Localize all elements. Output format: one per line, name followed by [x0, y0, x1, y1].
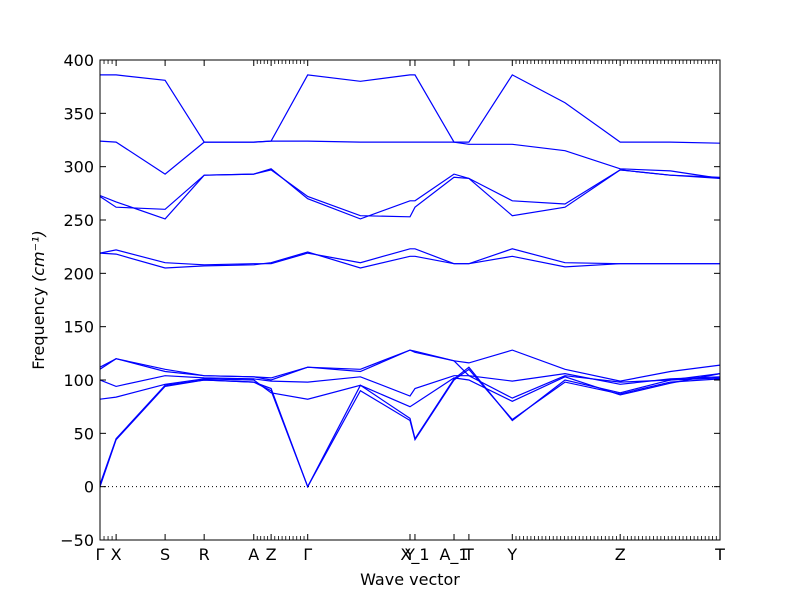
- x-tick-label: R: [199, 545, 210, 564]
- x-tick-label: Y: [404, 545, 415, 564]
- x-tick-label: Z: [266, 545, 277, 564]
- x-tick-label: Γ: [96, 545, 105, 564]
- x-tick-label: X_1: [400, 545, 429, 565]
- band-line-3: [99, 373, 721, 408]
- band-lines: [99, 74, 721, 489]
- y-tick-label: 50: [74, 424, 94, 443]
- y-tick-label: 100: [63, 371, 94, 390]
- x-tick-label: S: [160, 545, 170, 564]
- x-tick-label: Z: [615, 545, 626, 564]
- y-tick-label: −50: [60, 531, 94, 550]
- band-line-11: [99, 140, 721, 179]
- x-tick-label: T: [463, 545, 474, 564]
- x-tick-label: Γ: [303, 545, 312, 564]
- y-axis-title: Frequency: [29, 287, 48, 370]
- y-tick-label: 350: [63, 104, 94, 123]
- band-line-6: [99, 349, 721, 382]
- band-line-7: [99, 248, 720, 266]
- x-tick-label: A: [248, 545, 259, 564]
- band-line-8: [99, 251, 720, 269]
- y-ticks: −50 0 50 100 150 200 250 300 350 400: [60, 51, 720, 550]
- y-tick-label: 150: [63, 318, 94, 337]
- band-line-10: [99, 168, 721, 220]
- y-tick-label: 200: [63, 264, 94, 283]
- svg-text:Frequency (cm⁻¹): Frequency (cm⁻¹): [29, 230, 48, 369]
- x-ticks: Γ X S R A Z Γ YX_1 A_1T Y Z T: [96, 60, 725, 565]
- y-tick-label: 400: [63, 51, 94, 70]
- band-line-2: [99, 366, 721, 489]
- y-tick-label: 0: [84, 478, 94, 497]
- band-line-9: [99, 169, 721, 218]
- y-axis-title-group: Frequency (cm⁻¹): [29, 230, 48, 369]
- x-tick-label: T: [714, 545, 725, 564]
- band-line-12: [100, 74, 721, 144]
- y-tick-label: 250: [63, 211, 94, 230]
- plot-frame: [99, 59, 721, 541]
- x-tick-label: Y: [506, 545, 517, 564]
- x-axis-title: Wave vector: [360, 570, 460, 589]
- y-tick-label: 300: [63, 158, 94, 177]
- y-axis-unit: (cm⁻¹): [29, 230, 48, 282]
- band-line-4: [99, 373, 721, 399]
- x-tick-label: X: [111, 545, 122, 564]
- plot-area: [100, 60, 720, 540]
- x-tick-label: A_1: [439, 545, 468, 565]
